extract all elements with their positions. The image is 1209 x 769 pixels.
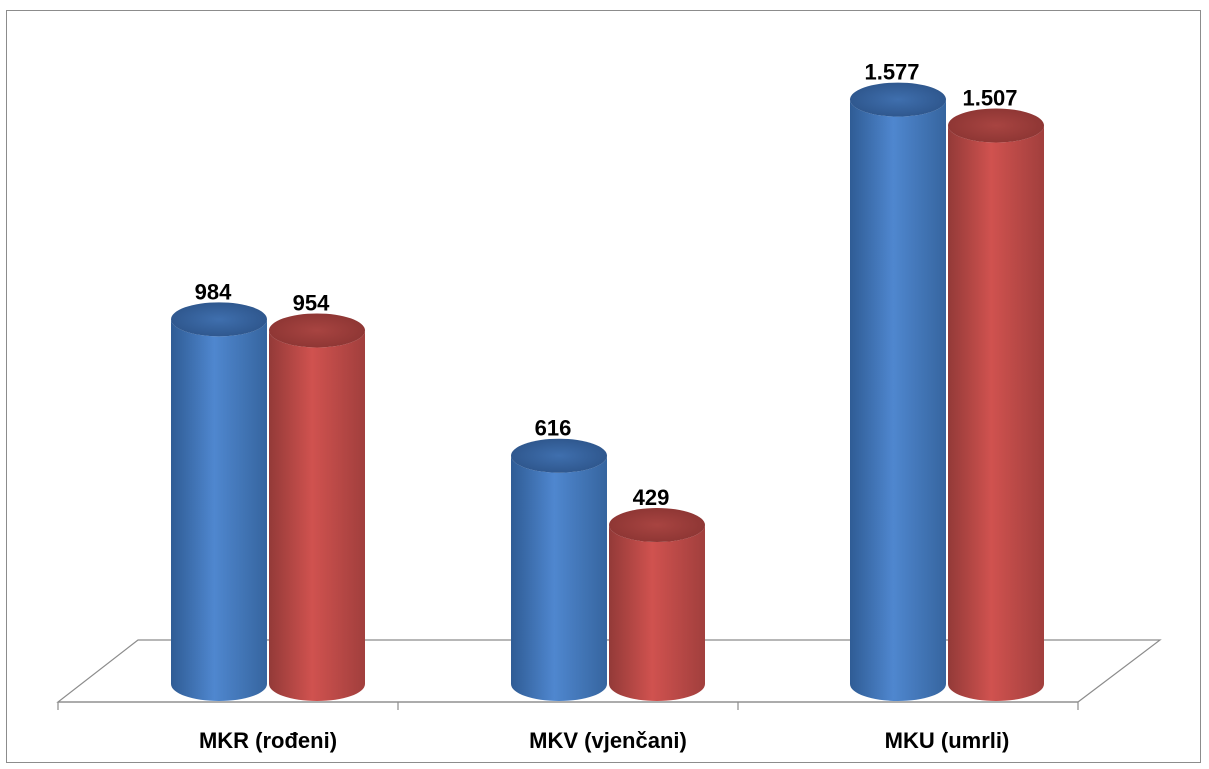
bar-body: [171, 319, 267, 701]
bar-series-1-3: [850, 82, 946, 702]
bar-body: [609, 525, 705, 701]
bar-body: [511, 455, 607, 701]
data-label: 1.507: [962, 86, 1017, 111]
data-label: 984: [195, 279, 232, 304]
category-label: MKU (umrli): [885, 728, 1010, 753]
bar-series-1-1: [171, 302, 267, 701]
category-label: MKR (rođeni): [199, 728, 337, 753]
data-label: 1.577: [864, 60, 919, 85]
bar-series-2-3: [948, 108, 1044, 701]
bar-body: [850, 99, 946, 702]
bar-series-2-1: [269, 313, 365, 701]
bar-series-2-2: [609, 508, 705, 701]
bar-body: [948, 125, 1044, 701]
data-label: 429: [633, 485, 670, 510]
bar-top: [511, 438, 607, 473]
category-label: MKV (vjenčani): [529, 728, 687, 753]
data-label: 954: [293, 290, 330, 315]
bar-top: [609, 508, 705, 543]
bar-top: [269, 313, 365, 348]
data-label: 616: [535, 416, 572, 441]
bar-body: [269, 330, 365, 701]
bar-top: [850, 82, 946, 117]
bar-series-1-2: [511, 438, 607, 701]
bar-top: [171, 302, 267, 337]
bar-top: [948, 108, 1044, 143]
